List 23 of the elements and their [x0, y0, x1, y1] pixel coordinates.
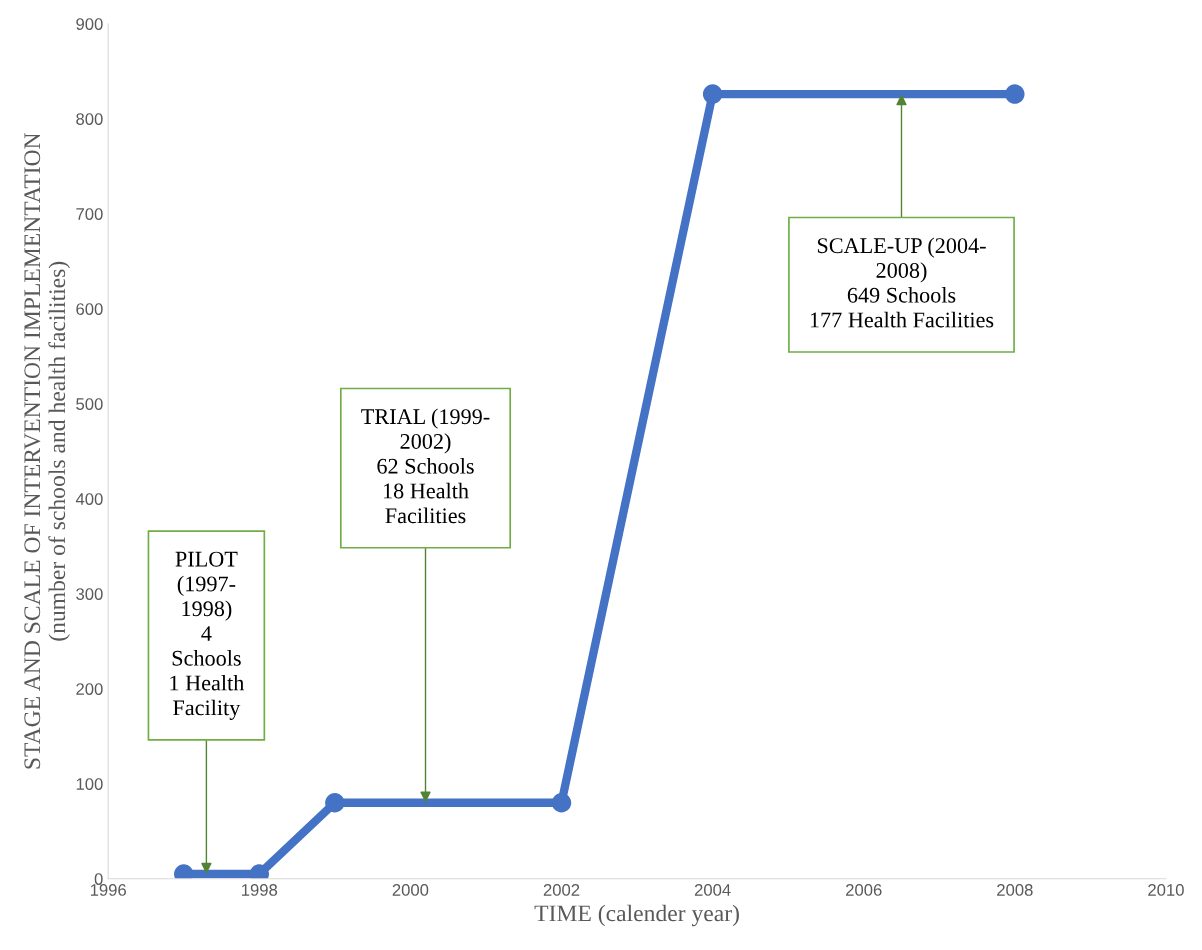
- x-tick-label: 2010: [1148, 884, 1184, 896]
- y-tick-label: 100: [76, 778, 103, 790]
- y-tick-label: 600: [76, 303, 103, 315]
- x-tick-label: 2002: [543, 884, 580, 896]
- x-tick-label: 2006: [846, 884, 882, 896]
- y-tick-label: 400: [75, 493, 103, 505]
- annotation: SCALE-UP (2004- 2008) 649 Schools 177 Health Facilities: [810, 237, 994, 328]
- x-tick-label: 2008: [997, 884, 1033, 896]
- y-axis-title: STAGE AND SCALE OF INTERVENTION IMPLEMENTATION (number of schools and health facilities): [24, 132, 70, 769]
- x-tick-label: 2000: [392, 884, 429, 896]
- annotation: PILOT (1997- 1998) 4 Schools 1 Health Facility: [170, 551, 245, 720]
- y-tick-label: 900: [76, 18, 103, 30]
- annotation: TRIAL (1999- 2002) 62 Schools 18 Health Facilities: [361, 408, 490, 524]
- y-tick-label: 300: [76, 588, 103, 600]
- x-tick-label: 1998: [242, 884, 278, 896]
- y-tick-label: 0: [94, 873, 103, 885]
- y-tick-label: 200: [76, 683, 103, 695]
- y-tick-label: 700: [76, 208, 103, 220]
- y-tick-label: 800: [76, 113, 103, 125]
- y-tick-label: 500: [76, 398, 103, 410]
- x-tick-label: 2004: [694, 884, 731, 896]
- x-axis-title: TIME (calender year): [534, 904, 739, 927]
- x-tick-label: 1996: [90, 884, 126, 896]
